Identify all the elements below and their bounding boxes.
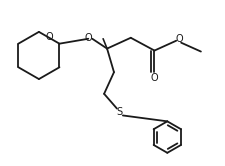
Text: S: S: [117, 108, 123, 118]
Text: O: O: [85, 33, 92, 43]
Text: O: O: [45, 32, 53, 42]
Text: O: O: [151, 73, 158, 83]
Text: O: O: [175, 34, 183, 44]
